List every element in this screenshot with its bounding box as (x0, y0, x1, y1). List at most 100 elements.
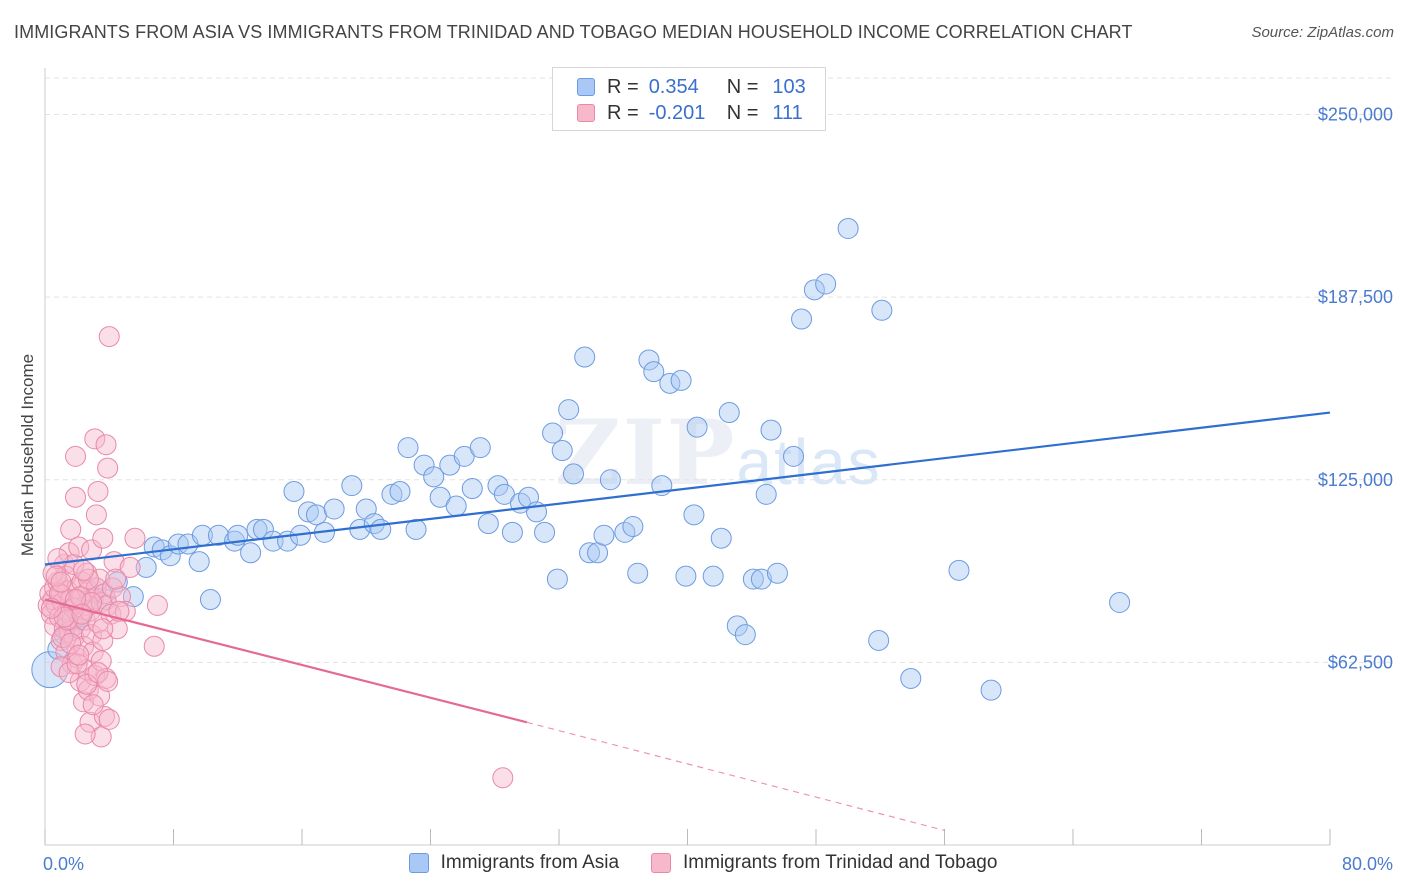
point-asia (587, 542, 609, 564)
point-trinidad (105, 568, 127, 590)
point-trinidad (50, 571, 72, 593)
point-asia (31, 651, 69, 689)
point-trinidad (143, 635, 165, 657)
point-asia (593, 524, 615, 546)
point-asia (188, 551, 210, 573)
point-trinidad (58, 662, 80, 684)
point-trinidad (65, 445, 87, 467)
point-asia (562, 463, 584, 485)
series-legend-trinidad[interactable]: Immigrants from Trinidad and Tobago (651, 852, 997, 874)
point-asia (760, 419, 782, 441)
point-asia (429, 486, 451, 508)
point-asia (207, 524, 229, 546)
point-asia (803, 279, 825, 301)
series-legend-asia[interactable]: Immigrants from Asia (408, 852, 620, 874)
point-trinidad (98, 326, 120, 348)
point-trinidad (97, 670, 119, 692)
x-tick-label-min: 0.0% (43, 854, 84, 874)
point-trinidad (84, 428, 106, 450)
n-label: N = (726, 75, 759, 98)
legend-swatch-asia (577, 78, 595, 96)
point-asia (405, 518, 427, 540)
series-swatch-asia (408, 853, 429, 873)
trend-lines (44, 411, 1331, 831)
point-trinidad (90, 726, 112, 748)
series-label-trinidad: Immigrants from Trinidad and Tobago (683, 852, 998, 873)
trend-line-trinidad (44, 598, 528, 724)
point-asia (493, 483, 515, 505)
point-asia (868, 629, 890, 651)
n-value: 103 (772, 75, 806, 98)
point-asia (574, 346, 596, 368)
point-asia (305, 504, 327, 526)
point-asia (283, 480, 305, 502)
point-trinidad (87, 480, 109, 502)
point-asia (643, 361, 665, 383)
y-tick-label: $62,500 (1328, 652, 1393, 672)
point-trinidad (68, 644, 90, 666)
series-label-asia: Immigrants from Asia (440, 852, 620, 873)
point-asia (686, 416, 708, 438)
point-trinidad (101, 577, 123, 599)
point-trinidad (90, 650, 112, 672)
n-value: 111 (772, 101, 803, 124)
point-asia (791, 308, 813, 330)
point-asia (445, 495, 467, 517)
trend-line-asia (44, 411, 1331, 566)
point-trinidad (66, 653, 88, 675)
point-asia (199, 589, 221, 611)
point-trinidad (92, 527, 114, 549)
x-tick-label-max: 80.0% (1342, 854, 1393, 874)
point-asia (487, 475, 509, 497)
point-asia (718, 402, 740, 424)
point-asia (579, 542, 601, 564)
point-asia (980, 679, 1002, 701)
watermark: ZIPatlas (555, 400, 882, 506)
point-asia (622, 516, 644, 538)
point-asia (341, 475, 363, 497)
point-asia (837, 217, 859, 239)
r-label: R = (607, 75, 639, 98)
point-trinidad (73, 559, 95, 581)
point-trinidad (60, 632, 82, 654)
point-asia (871, 299, 893, 321)
point-trinidad (68, 536, 90, 558)
point-trinidad (92, 629, 114, 651)
point-asia (477, 513, 499, 535)
point-asia (461, 478, 483, 500)
point-trinidad (74, 723, 96, 745)
point-trinidad (85, 504, 107, 526)
point-asia (323, 498, 345, 520)
point-asia (734, 624, 756, 646)
r-value: 0.354 (648, 75, 699, 98)
point-asia (670, 369, 692, 391)
correlation-legend: R = 0.354 N = 103 R = -0.201 N = 111 (552, 67, 826, 131)
point-trinidad (98, 708, 120, 730)
point-asia (683, 504, 705, 526)
point-asia (546, 568, 568, 590)
point-asia (750, 568, 772, 590)
y-tick-label: $125,000 (1318, 470, 1393, 490)
point-asia (627, 562, 649, 584)
point-asia (297, 501, 319, 523)
point-asia (900, 667, 922, 689)
point-asia (381, 483, 403, 505)
trend-line-trinidad-extension (526, 721, 945, 831)
point-asia (240, 542, 262, 564)
point-asia (948, 559, 970, 581)
point-asia (551, 440, 573, 462)
chart-title: IMMIGRANTS FROM ASIA VS IMMIGRANTS FROM … (14, 22, 1133, 42)
point-trinidad (119, 556, 141, 578)
y-tick-label: $250,000 (1318, 105, 1393, 125)
point-asia (370, 518, 392, 540)
point-trinidad (114, 600, 136, 622)
point-trinidad (82, 694, 104, 716)
point-asia (726, 615, 748, 637)
r-value: -0.201 (648, 101, 706, 124)
legend-row-trinidad: R = -0.201 N = 111 (577, 101, 803, 125)
point-trinidad (95, 434, 117, 456)
point-asia (558, 399, 580, 421)
axes (44, 68, 1331, 846)
point-asia (675, 565, 697, 587)
